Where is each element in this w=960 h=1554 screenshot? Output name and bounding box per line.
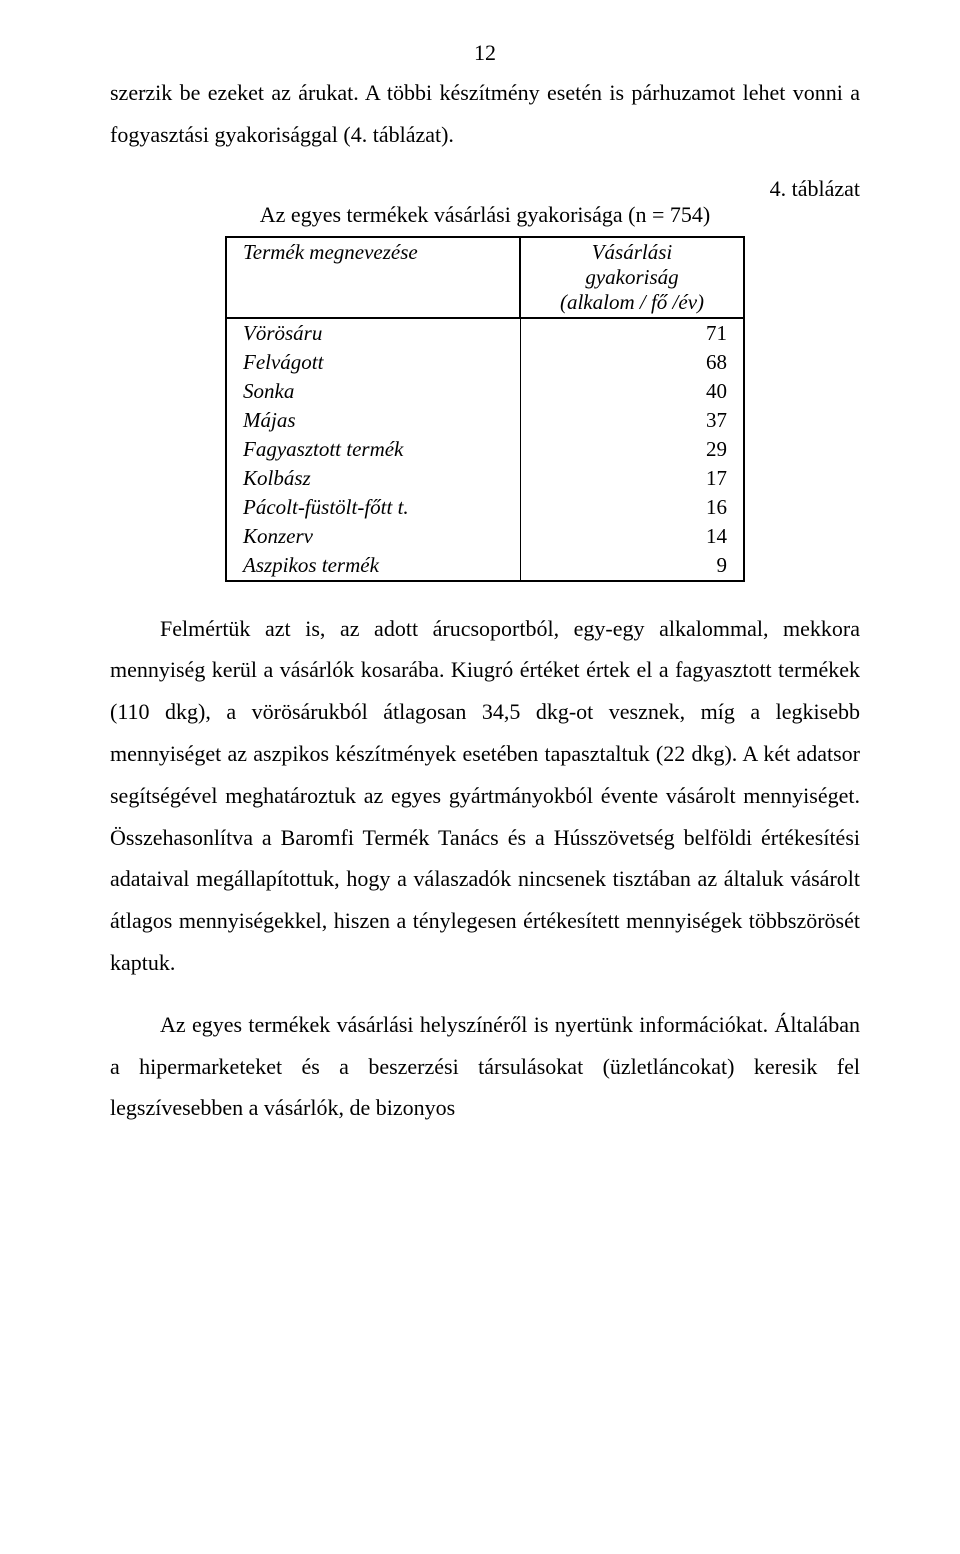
table-cell-value: 16 — [520, 493, 744, 522]
table-row: Vörösáru 71 — [226, 318, 744, 348]
table-cell-name: Vörösáru — [226, 318, 520, 348]
frequency-table: Termék megnevezése Vásárlási gyakoriság … — [225, 236, 745, 582]
table-header-col1-text: Termék megnevezése — [243, 240, 418, 264]
table-cell-value: 14 — [520, 522, 744, 551]
table-header-col2-line3: (alkalom / fő /év) — [537, 290, 727, 315]
table-cell-value: 29 — [520, 435, 744, 464]
table-header-col1: Termék megnevezése — [226, 237, 520, 318]
table-row: Kolbász 17 — [226, 464, 744, 493]
table-row: Májas 37 — [226, 406, 744, 435]
table-cell-name: Fagyasztott termék — [226, 435, 520, 464]
table-row: Fagyasztott termék 29 — [226, 435, 744, 464]
table-cell-name: Felvágott — [226, 348, 520, 377]
table-row: Sonka 40 — [226, 377, 744, 406]
table-row: Konzerv 14 — [226, 522, 744, 551]
table-row: Felvágott 68 — [226, 348, 744, 377]
table-header-col2: Vásárlási gyakoriság (alkalom / fő /év) — [520, 237, 744, 318]
table-header-col2-line1: Vásárlási — [537, 240, 727, 265]
table-header-col2-line2: gyakoriság — [537, 265, 727, 290]
table-label: 4. táblázat — [110, 176, 860, 202]
table-cell-name: Kolbász — [226, 464, 520, 493]
table-row: Aszpikos termék 9 — [226, 551, 744, 581]
table-cell-name: Konzerv — [226, 522, 520, 551]
table-cell-value: 17 — [520, 464, 744, 493]
table-cell-value: 71 — [520, 318, 744, 348]
table-cell-name: Pácolt-füstölt-főtt t. — [226, 493, 520, 522]
paragraph-1: szerzik be ezeket az árukat. A többi kés… — [110, 72, 860, 156]
table-title: Az egyes termékek vásárlási gyakorisága … — [110, 202, 860, 228]
table-wrap: Termék megnevezése Vásárlási gyakoriság … — [110, 236, 860, 582]
paragraph-2: Felmértük azt is, az adott árucsoportból… — [110, 608, 860, 984]
table-cell-value: 40 — [520, 377, 744, 406]
table-cell-name: Aszpikos termék — [226, 551, 520, 581]
table-cell-value: 9 — [520, 551, 744, 581]
paragraph-3: Az egyes termékek vásárlási helyszínéről… — [110, 1004, 860, 1129]
table-header-row: Termék megnevezése Vásárlási gyakoriság … — [226, 237, 744, 318]
table-cell-name: Sonka — [226, 377, 520, 406]
table-cell-name: Májas — [226, 406, 520, 435]
page-number: 12 — [110, 40, 860, 66]
table-cell-value: 37 — [520, 406, 744, 435]
table-row: Pácolt-füstölt-főtt t. 16 — [226, 493, 744, 522]
table-cell-value: 68 — [520, 348, 744, 377]
table-caption-block: 4. táblázat Az egyes termékek vásárlási … — [110, 176, 860, 228]
